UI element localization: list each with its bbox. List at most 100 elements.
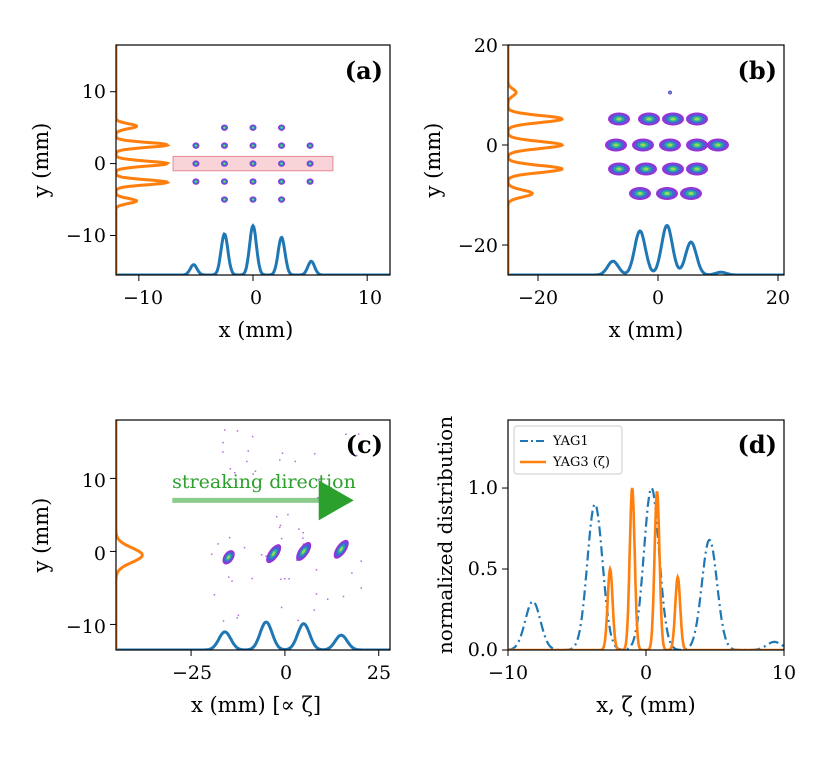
panel-a-xtick-label: 10: [358, 287, 382, 309]
panel-c-ytick-label: 10: [82, 470, 106, 492]
panel-c-tag: (c): [346, 430, 383, 459]
panel-a-xticks: −10 0 10: [123, 287, 382, 309]
panel-a-ytick-label: −10: [66, 225, 106, 247]
noise-pixel: [254, 470, 257, 472]
panel-d-ylabel: normalized distribution: [433, 416, 457, 654]
noise-pixel: [213, 593, 216, 596]
noise-pixel: [236, 617, 238, 619]
panel-d-ytick-label: 0.0: [468, 639, 498, 661]
noise-pixel: [345, 433, 347, 436]
noise-pixel: [222, 441, 224, 444]
noise-pixel: [247, 450, 249, 452]
panel-c-xtick-label: 0: [280, 662, 292, 684]
noise-pixel: [302, 531, 304, 534]
beamlet-spot: [280, 180, 283, 183]
beamlet-spot: [643, 167, 649, 171]
panel-b-xtick-label: −20: [518, 287, 558, 309]
beamlet-spot: [646, 117, 652, 121]
noise-pixel: [360, 560, 362, 562]
panel-c-ylabel: y (mm): [29, 498, 53, 574]
panel-d-plot: [508, 486, 784, 650]
y-projection-line: [508, 45, 565, 275]
noise-pixel: [222, 620, 225, 622]
panel-d-xtick-label: 0: [640, 662, 652, 684]
noise-pixel: [342, 595, 345, 598]
noise-pixel: [326, 598, 329, 600]
noise-pixel: [315, 569, 318, 571]
noise-pixel: [296, 559, 298, 561]
noise-pixel: [228, 536, 231, 539]
noise-pixel: [329, 495, 331, 498]
panel-a-ytick-label: 0: [94, 153, 106, 175]
panel-c-yticks: 10 0 −10: [66, 470, 106, 638]
noise-pixel: [317, 479, 320, 481]
noise-pixel: [231, 580, 233, 582]
panel-b-xtick-label: 20: [766, 287, 790, 309]
beamlet-spot: [280, 126, 283, 129]
series-line-yag1: [508, 486, 784, 650]
beamlet-spot: [271, 551, 276, 556]
noise-pixel: [217, 543, 219, 545]
beamlet-spot: [694, 143, 700, 147]
beamlet-spot: [252, 180, 254, 183]
panel-b-ytick-label: −20: [458, 235, 498, 257]
panel-c: −25 0 25 10 0 −10 x (mm) [∝ ζ] y (mm) (c…: [29, 419, 391, 717]
noise-pixel: [315, 593, 318, 595]
legend-label-yag1: YAG1: [552, 434, 589, 449]
beamlet-spot: [664, 191, 670, 196]
beamlet-spot: [715, 143, 721, 147]
streaking-direction-label: streaking direction: [172, 471, 356, 493]
noise-pixel: [229, 468, 232, 470]
x-projection-line: [116, 223, 390, 275]
beamlet-spot: [694, 117, 700, 121]
noise-pixel: [265, 555, 267, 557]
noise-pixel: [281, 452, 284, 454]
noise-pixel: [313, 453, 316, 455]
noise-pixel: [278, 526, 281, 529]
series-line-yag3: [508, 487, 784, 650]
beamlet-spot: [694, 167, 700, 171]
beamlet-spot: [667, 143, 673, 147]
panel-d-xtick-label: −10: [488, 662, 528, 684]
noise-pixel: [237, 614, 240, 617]
panel-b-ytick-label: 20: [474, 35, 498, 57]
beamlet-spot: [309, 162, 311, 165]
beamlet-spot: [195, 180, 197, 183]
noise-pixel: [246, 460, 248, 463]
noise-pixel: [280, 578, 282, 581]
panel-b-yticks: 20 0 −20: [458, 35, 498, 257]
noise-pixel: [297, 619, 299, 622]
panel-b-ytick-label: 0: [486, 135, 498, 157]
beamlet-spot: [252, 162, 254, 165]
panel-a-ylabel: y (mm): [29, 123, 53, 199]
noise-pixel: [252, 473, 254, 475]
noise-pixel: [280, 537, 283, 540]
panel-b-frame: [507, 44, 785, 276]
beamlet-spot: [339, 546, 344, 552]
panel-b-xtick-label: 0: [652, 287, 664, 309]
noise-pixel: [210, 553, 213, 556]
beamlet-spot: [227, 555, 231, 560]
noise-pixel: [236, 430, 239, 432]
panel-a-yticks: 10 0 −10: [66, 81, 106, 247]
noise-pixel: [279, 459, 281, 461]
beamlet-spot: [688, 191, 694, 196]
panel-d-ytick-label: 1.0: [468, 477, 498, 499]
noise-pixel: [351, 572, 353, 574]
beamlet-spot: [280, 198, 283, 201]
panel-a-xlabel: x (mm): [219, 318, 294, 342]
noise-pixel: [317, 496, 319, 499]
noise-pixel: [302, 543, 305, 545]
noise-pixel: [298, 528, 300, 530]
panel-b-ylabel: y (mm): [421, 123, 445, 199]
noise-pixel: [243, 546, 246, 549]
panel-c-frame: [115, 419, 391, 651]
panel-b-plot: [508, 45, 784, 275]
beamlet-spot: [670, 117, 676, 121]
beamlet-spot: [309, 180, 311, 183]
noise-pixel: [302, 537, 304, 539]
noise-pixel: [222, 451, 224, 453]
noise-pixel: [287, 513, 289, 516]
beamlet-spot: [280, 144, 283, 147]
noise-pixel: [251, 577, 253, 580]
